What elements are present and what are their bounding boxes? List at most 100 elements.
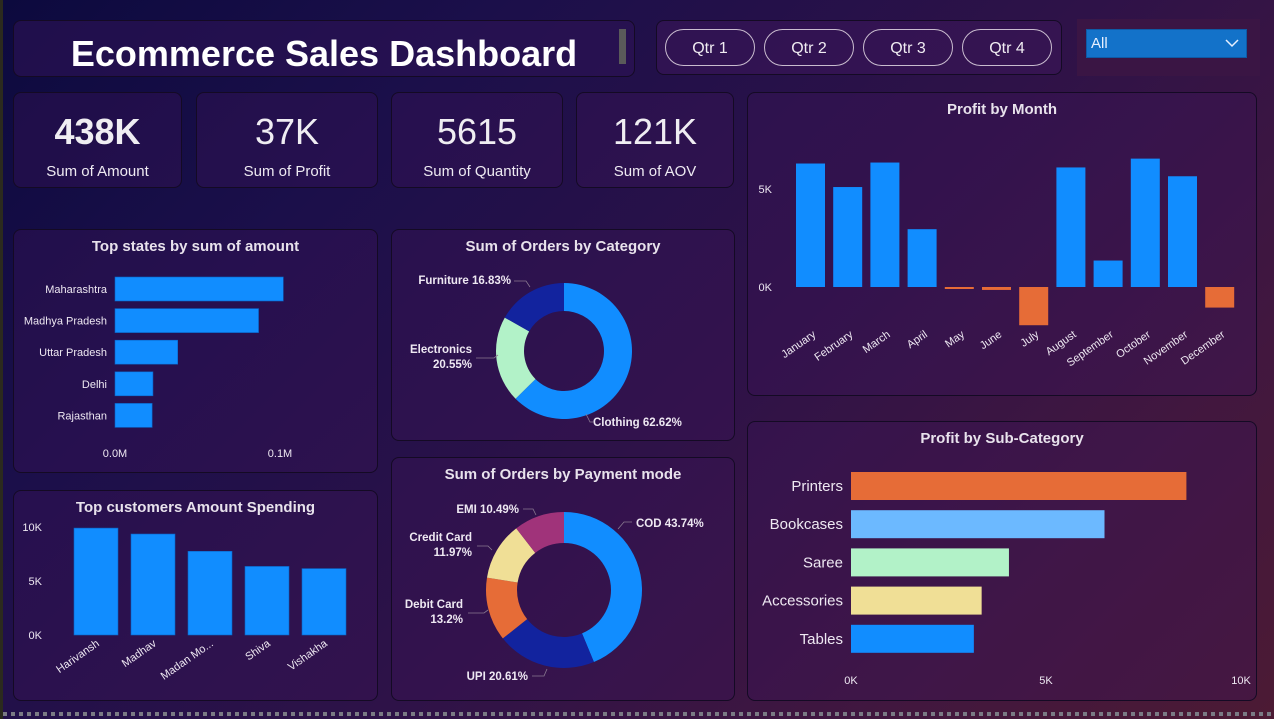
data-label: UPI 20.61% [467, 671, 528, 683]
title-scrollbar[interactable] [619, 29, 626, 64]
category-label: Harivansh [54, 638, 101, 676]
bar [1056, 167, 1086, 287]
data-label: 13.2% [430, 614, 463, 626]
category-label: Rajasthan [57, 410, 107, 422]
x-tick-label: 0K [844, 675, 858, 687]
category-label: Vishakha [286, 637, 331, 673]
bar [114, 403, 153, 428]
y-tick-label: 0K [29, 630, 43, 642]
bar [796, 163, 825, 287]
bar [833, 187, 863, 287]
data-label: 20.55% [433, 359, 472, 371]
category-label: Madhav [120, 637, 159, 670]
qtr-1-button[interactable]: Qtr 1 [665, 29, 755, 66]
chart-title: Top customers Amount Spending [75, 499, 316, 516]
bar [114, 371, 154, 397]
bar [851, 586, 982, 615]
bar [851, 548, 1009, 577]
bar [1130, 158, 1160, 287]
category-label: Printers [791, 478, 843, 495]
kpi-label: Sum of Amount [46, 163, 149, 180]
y-tick-label: 0K [759, 282, 773, 294]
orders-by-category-card: Sum of Orders by Category Clothing 62.62… [391, 229, 735, 441]
kpi-label: Sum of Quantity [423, 163, 531, 180]
page-scrollbar[interactable] [3, 712, 1274, 716]
x-tick-label: 10K [1231, 675, 1251, 687]
leader-line [476, 354, 499, 359]
data-label: Clothing 62.62% [593, 417, 682, 429]
dropdown-slicer: All [1077, 19, 1260, 76]
qtr-4-button[interactable]: Qtr 4 [962, 29, 1052, 66]
bar [114, 276, 284, 302]
data-label: Credit Card [409, 532, 472, 544]
bar [1019, 287, 1049, 326]
data-label: COD 43.74% [636, 518, 704, 530]
window-edge [0, 0, 3, 719]
category-label: Maharashtra [45, 284, 108, 296]
orders-by-payment-card: Sum of Orders by Payment mode COD 43.74%… [391, 457, 735, 701]
donut-slice-cod [564, 512, 642, 663]
category-label: May [943, 328, 967, 350]
top-customers-chart: 0K 5K 10K Harivansh Madhav Madan Mo... Shiva Vi… [22, 522, 347, 683]
data-label: EMI 10.49% [456, 504, 519, 516]
bar [1093, 260, 1123, 287]
kpi-card-aov: 121K Sum of AOV [576, 92, 734, 188]
leader-line [523, 508, 537, 516]
kpi-label: Sum of Profit [243, 163, 331, 180]
category-label: Madan Mo... [159, 638, 216, 683]
donut-slice-emi [516, 512, 564, 553]
data-label: Furniture 16.83% [418, 275, 511, 287]
kpi-card-profit: 37K Sum of Profit [196, 92, 378, 188]
bar [982, 287, 1011, 290]
leader-line [514, 280, 531, 288]
kpi-value: 121K [612, 111, 698, 152]
category-label: Uttar Pradesh [39, 347, 107, 359]
category-label: July [1019, 328, 1042, 349]
kpi-card-quantity: 5615 Sum of Quantity [391, 92, 563, 188]
kpi-value: 37K [254, 111, 320, 152]
bar [851, 472, 1187, 500]
x-tick-label: 0.0M [103, 448, 127, 460]
category-label: Tables [800, 631, 843, 648]
bar [73, 527, 119, 636]
bar [301, 568, 347, 636]
leader-line [585, 413, 593, 423]
dropdown-select[interactable]: All [1086, 29, 1247, 58]
data-label: Debit Card [405, 599, 463, 611]
chart-title: Profit by Sub-Category [920, 430, 1084, 447]
qtr-3-button[interactable]: Qtr 3 [863, 29, 953, 66]
chevron-down-icon [1225, 39, 1239, 48]
bar [244, 566, 290, 636]
profit-by-month-card: Profit by Month 0K 5K January February March… [747, 92, 1257, 396]
bar [944, 287, 974, 289]
orders-by-payment-chart: COD 43.74% UPI 20.61% Debit Card 13.2% Credi… [405, 504, 704, 683]
donut-slice-debit-card [486, 577, 528, 639]
leader-line [617, 521, 632, 530]
category-label: Saree [803, 554, 843, 571]
dropdown-selected-value: All [1091, 35, 1108, 52]
profit-by-subcategory-card: Profit by Sub-Category Printers Bookcases… [747, 421, 1257, 701]
page-title: Ecommerce Sales Dashboard [70, 33, 578, 74]
top-states-chart-card: Top states by sum of amount Maharashtra M… [13, 229, 378, 473]
bar [114, 308, 259, 333]
bar [851, 510, 1105, 539]
category-label: January [779, 328, 818, 361]
bar [1168, 176, 1197, 287]
x-tick-label: 0.1M [268, 448, 292, 460]
kpi-value: 5615 [436, 111, 518, 152]
qtr-2-button[interactable]: Qtr 2 [764, 29, 854, 66]
donut-slice-clothing [515, 283, 632, 419]
orders-by-category-chart: Clothing 62.62% Electronics 20.55% Furnitur… [410, 275, 682, 429]
leader-line [468, 609, 489, 614]
bar [870, 162, 900, 287]
bar [187, 550, 233, 636]
bar [851, 624, 974, 653]
profit-by-subcategory-chart: Printers Bookcases Saree Accessories Tables 0… [762, 472, 1251, 687]
category-label: Delhi [82, 379, 107, 391]
donut-slice-upi [502, 619, 594, 668]
y-tick-label: 5K [29, 576, 43, 588]
x-tick-label: 5K [1039, 675, 1053, 687]
chart-title: Profit by Month [947, 101, 1057, 118]
category-label: Bookcases [770, 516, 843, 533]
